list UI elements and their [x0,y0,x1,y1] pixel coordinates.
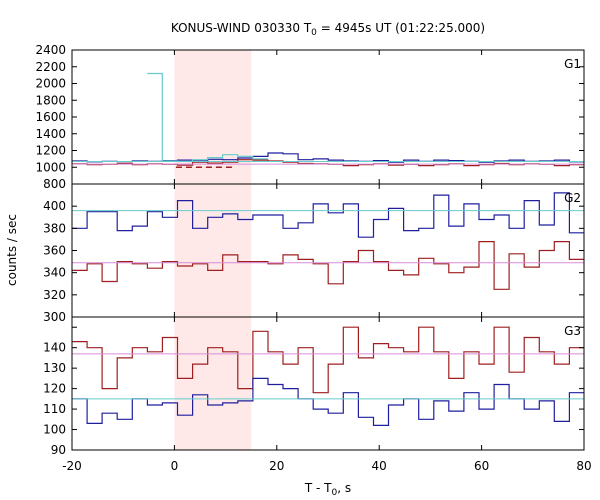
y-tick-label: 1600 [35,110,66,124]
chart-title: KONUS-WIND 030330 T0 = 4945s UT (01:22:2… [171,21,485,38]
series-step-0 [72,326,584,394]
y-tick-label: 90 [51,443,66,457]
y-tick-label: 2200 [35,60,66,74]
y-tick-label: 2000 [35,77,66,91]
y-tick-label: 130 [43,361,66,375]
x-tick-label: 80 [576,459,591,473]
panel-label: G3 [564,324,581,338]
highlight-band [174,184,252,317]
chart-title-rest: = 4945s UT (01:22:25.000) [317,21,485,35]
y-tick-label: 380 [43,221,66,235]
y-tick-label: 2400 [35,43,66,57]
chart-title-sub: 0 [311,28,317,38]
x-axis-label: T - T0, s [304,481,351,498]
y-tick-label: 110 [43,402,66,416]
x-axis-label-sub: 0 [332,488,338,498]
chart-title-main: KONUS-WIND 030330 T [171,21,312,35]
highlight-band [174,317,252,450]
y-tick-label: 360 [43,244,66,258]
series-step-2 [147,72,268,162]
panel-label: G1 [564,57,581,71]
y-tick-label: 320 [43,288,66,302]
x-tick-label: 40 [372,459,387,473]
panel-g2: 300 320 340 360 380 400 G2 [43,183,585,324]
x-tick-label: -20 [62,459,82,473]
panel-g3: 90 100 110 120 130 140 -20 0 20 40 60 80 G3 [43,316,592,473]
x-tick-label: 20 [269,459,284,473]
y-tick-label: 1400 [35,127,66,141]
x-tick-label: 60 [474,459,489,473]
series-step-1 [72,236,584,290]
y-tick-label: 120 [43,382,66,396]
panel-label: G2 [564,191,581,205]
y-tick-label: 340 [43,266,66,280]
x-tick-label: 0 [171,459,179,473]
y-tick-label: 800 [43,177,66,191]
y-tick-label: 1800 [35,93,66,107]
y-tick-label: 1200 [35,144,66,158]
y-tick-label: 1000 [35,160,66,174]
y-tick-label: 300 [43,310,66,324]
series-step-0 [72,192,584,238]
y-tick-label: 100 [43,423,66,437]
series-step-0 [72,152,584,163]
x-axis-label-main: T - T [304,481,332,495]
y-tick-label: 400 [43,199,66,213]
series-step-1 [72,377,584,426]
y-axis-label: counts / sec [5,214,19,286]
y-tick-label: 140 [43,341,66,355]
panel-frame [71,316,585,451]
panel-g1: 800 1000 1200 1400 1600 1800 2000 2200 2400 G1 [35,43,585,191]
x-axis-label-rest: , s [337,481,351,495]
